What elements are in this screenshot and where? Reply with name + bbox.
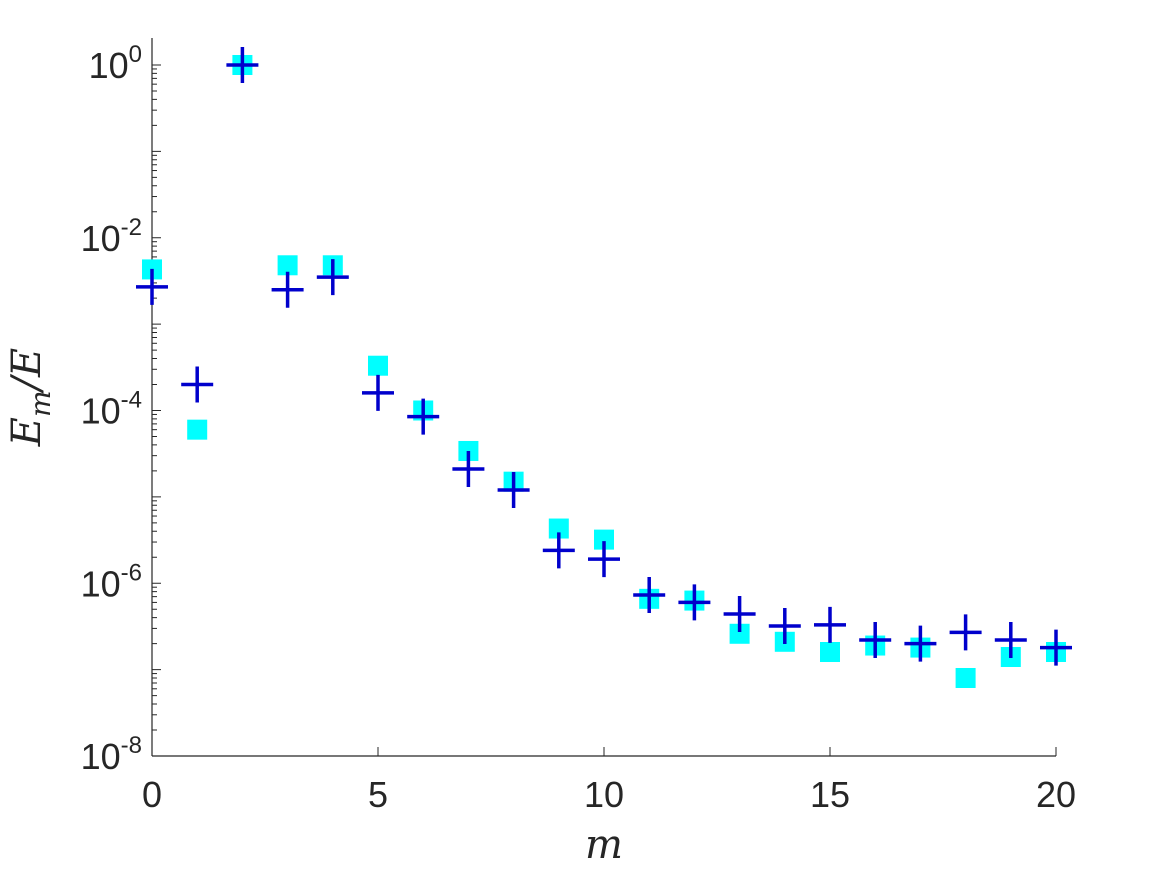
y-tick-exponent: -8 xyxy=(121,732,142,759)
y-tick-label: 10-8 xyxy=(81,732,142,777)
x-tick-label: 0 xyxy=(142,774,162,815)
square-marker xyxy=(594,529,614,550)
plus-marker xyxy=(497,472,530,509)
plus-marker xyxy=(633,577,666,614)
y-tick-exponent: -4 xyxy=(121,387,142,414)
plus-marker xyxy=(181,366,214,403)
square-marker xyxy=(187,419,208,440)
square-marker xyxy=(820,641,840,662)
plus-marker xyxy=(723,596,756,633)
y-tick-label: 10-4 xyxy=(81,387,142,432)
plus-marker xyxy=(904,625,937,662)
square-marker xyxy=(955,667,976,688)
y-axis-title-sub: m xyxy=(24,390,57,417)
x-tick-label: 20 xyxy=(1036,774,1076,815)
plus-marker xyxy=(362,374,394,411)
plus-marker xyxy=(994,622,1027,659)
y-axis-title: Em/E xyxy=(4,348,57,447)
plus-marker xyxy=(678,584,711,621)
plus-marker xyxy=(452,451,485,488)
plus-marker xyxy=(542,532,575,569)
x-tick-label: 15 xyxy=(810,774,850,815)
y-axis-title-rest: /E xyxy=(4,348,50,395)
square-marker xyxy=(277,255,298,276)
plus-marker xyxy=(859,622,892,659)
square-marker xyxy=(729,623,750,644)
series-2-plus-markers xyxy=(136,47,1072,666)
y-tick-base: 10 xyxy=(81,218,121,259)
y-tick-base: 10 xyxy=(81,391,121,432)
x-tick-label: 10 xyxy=(584,774,624,815)
square-marker xyxy=(458,440,479,461)
y-tick-label: 10-6 xyxy=(81,559,142,604)
square-marker xyxy=(368,355,388,376)
series-1-square-markers xyxy=(142,55,1066,688)
y-tick-exponent: -2 xyxy=(121,214,142,241)
y-tick-base: 10 xyxy=(81,736,121,777)
plus-marker xyxy=(588,541,620,578)
x-tick-label: 5 xyxy=(368,774,388,815)
plus-marker xyxy=(226,47,259,83)
plus-marker xyxy=(136,268,168,305)
y-tick-label: 100 xyxy=(89,41,142,86)
plus-marker xyxy=(949,614,982,651)
plus-marker xyxy=(407,398,440,435)
plus-marker xyxy=(1040,629,1072,666)
plus-marker xyxy=(271,271,304,308)
plus-marker xyxy=(316,259,349,296)
y-axis-title-main: E xyxy=(4,417,50,447)
data-marks xyxy=(136,47,1072,688)
square-marker xyxy=(548,518,569,539)
y-tick-label: 10-2 xyxy=(81,214,142,259)
x-axis-title: m xyxy=(585,822,623,868)
y-tick-exponent: -6 xyxy=(121,559,142,586)
plus-marker xyxy=(768,607,801,644)
y-tick-exponent: 0 xyxy=(129,41,142,68)
y-tick-base: 10 xyxy=(89,45,129,86)
x-axis-ticks: 0 5 10 15 20 xyxy=(142,747,1076,815)
plus-marker xyxy=(814,606,846,643)
y-tick-base: 10 xyxy=(81,563,121,604)
